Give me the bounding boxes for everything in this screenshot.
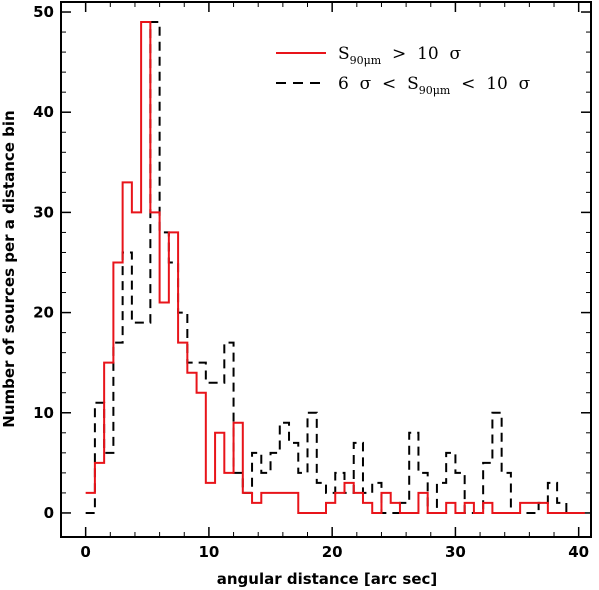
y-axis-title: Number of sources per a distance bin — [0, 110, 18, 427]
x-tick-label: 10 — [198, 543, 219, 561]
y-tick-label: 30 — [33, 203, 54, 221]
legend: S90μm > 10 σ 6 σ < S90μm < 10 σ — [276, 44, 531, 97]
y-tick-label: 20 — [33, 304, 54, 322]
plot-frame — [60, 1, 592, 538]
y-tick-label: 50 — [33, 3, 54, 21]
legend-label-red: S90μm > 10 σ — [338, 44, 462, 67]
x-tick-label: 0 — [80, 543, 90, 561]
x-tick-label: 40 — [568, 543, 589, 561]
x-tick-label: 20 — [322, 543, 343, 561]
axis-ticks: 0 10 20 30 40 0 10 20 30 40 50 — [33, 2, 591, 561]
y-tick-label: 10 — [33, 404, 54, 422]
y-tick-label: 40 — [33, 103, 54, 121]
y-tick-label: 0 — [44, 504, 54, 522]
series-line-gt-10-sigma — [85, 21, 585, 514]
legend-label-black: 6 σ < S90μm < 10 σ — [338, 74, 531, 97]
x-axis-title: angular distance [arc sec] — [217, 570, 438, 588]
x-tick-label: 30 — [445, 543, 466, 561]
series-layer — [85, 21, 585, 514]
